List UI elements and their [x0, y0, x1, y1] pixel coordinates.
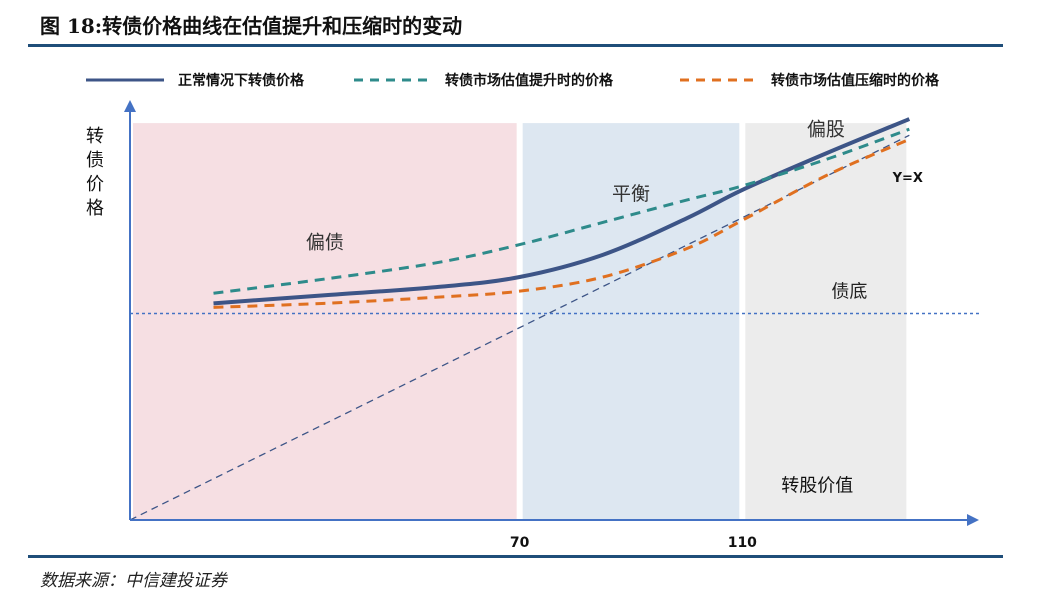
series-line-0: [213, 117, 911, 306]
y-axis-label: 转债价格: [86, 126, 104, 219]
legend: 正常情况下转债价格 转债市场估值提升时的价格 转债市场估值压缩时的价格: [86, 72, 940, 89]
y-equals-x-label: Y=X: [892, 171, 923, 186]
legend-label-0: 正常情况下转债价格: [178, 72, 305, 89]
x-tick-label: 110: [728, 535, 757, 551]
bond-floor-label: 债底: [831, 281, 867, 302]
zone-backgrounds: [133, 123, 907, 520]
series-lines: [213, 117, 911, 309]
x-axis-arrow: [967, 514, 979, 526]
axes: 70 110: [124, 100, 979, 551]
source-note: 数据来源：中信建投证券: [40, 571, 227, 591]
page-title: 图 18:转债价格曲线在估值提升和压缩时的变动: [40, 14, 463, 38]
zone-2: [745, 123, 907, 520]
zone-label: 偏债: [306, 232, 344, 254]
x-tick-label: 70: [510, 535, 530, 551]
footer-rule: [28, 555, 1003, 558]
zone-label: 偏股: [807, 118, 845, 140]
zone-0: [133, 123, 517, 520]
legend-label-2: 转债市场估值压缩时的价格: [771, 72, 940, 89]
zone-label: 平衡: [612, 183, 650, 205]
legend-label-1: 转债市场估值提升时的价格: [445, 72, 614, 89]
zone-1: [522, 123, 740, 520]
series-line-1: [213, 127, 910, 295]
series-line-2: [213, 137, 910, 309]
x-axis-label: 转股价值: [781, 476, 853, 497]
title-rule: [28, 44, 1003, 47]
y-axis-arrow: [124, 100, 136, 112]
